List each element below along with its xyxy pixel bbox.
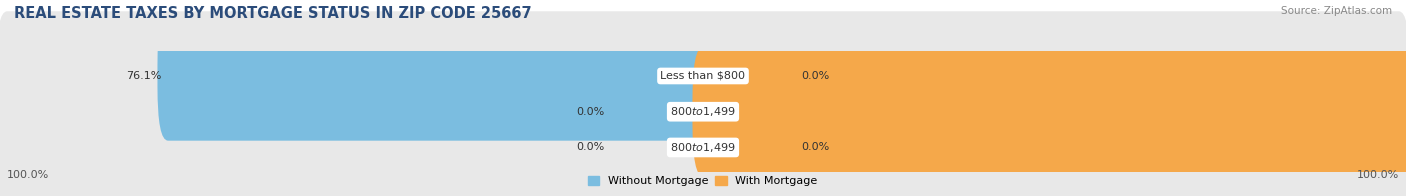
- Text: 0.0%: 0.0%: [801, 71, 830, 81]
- FancyBboxPatch shape: [0, 83, 1406, 196]
- Text: $800 to $1,499: $800 to $1,499: [671, 141, 735, 154]
- Text: 0.0%: 0.0%: [801, 142, 830, 152]
- Text: Less than $800: Less than $800: [661, 71, 745, 81]
- Legend: Without Mortgage, With Mortgage: Without Mortgage, With Mortgage: [583, 171, 823, 191]
- Text: REAL ESTATE TAXES BY MORTGAGE STATUS IN ZIP CODE 25667: REAL ESTATE TAXES BY MORTGAGE STATUS IN …: [14, 6, 531, 21]
- FancyBboxPatch shape: [0, 11, 1406, 141]
- FancyBboxPatch shape: [157, 11, 714, 141]
- Text: $800 to $1,499: $800 to $1,499: [671, 105, 735, 118]
- Text: 100.0%: 100.0%: [1357, 170, 1399, 180]
- FancyBboxPatch shape: [693, 47, 1406, 176]
- Text: 76.1%: 76.1%: [125, 71, 162, 81]
- Text: 0.0%: 0.0%: [576, 142, 605, 152]
- FancyBboxPatch shape: [0, 47, 1406, 176]
- Text: Source: ZipAtlas.com: Source: ZipAtlas.com: [1281, 6, 1392, 16]
- Text: 0.0%: 0.0%: [576, 107, 605, 117]
- Text: 100.0%: 100.0%: [7, 170, 49, 180]
